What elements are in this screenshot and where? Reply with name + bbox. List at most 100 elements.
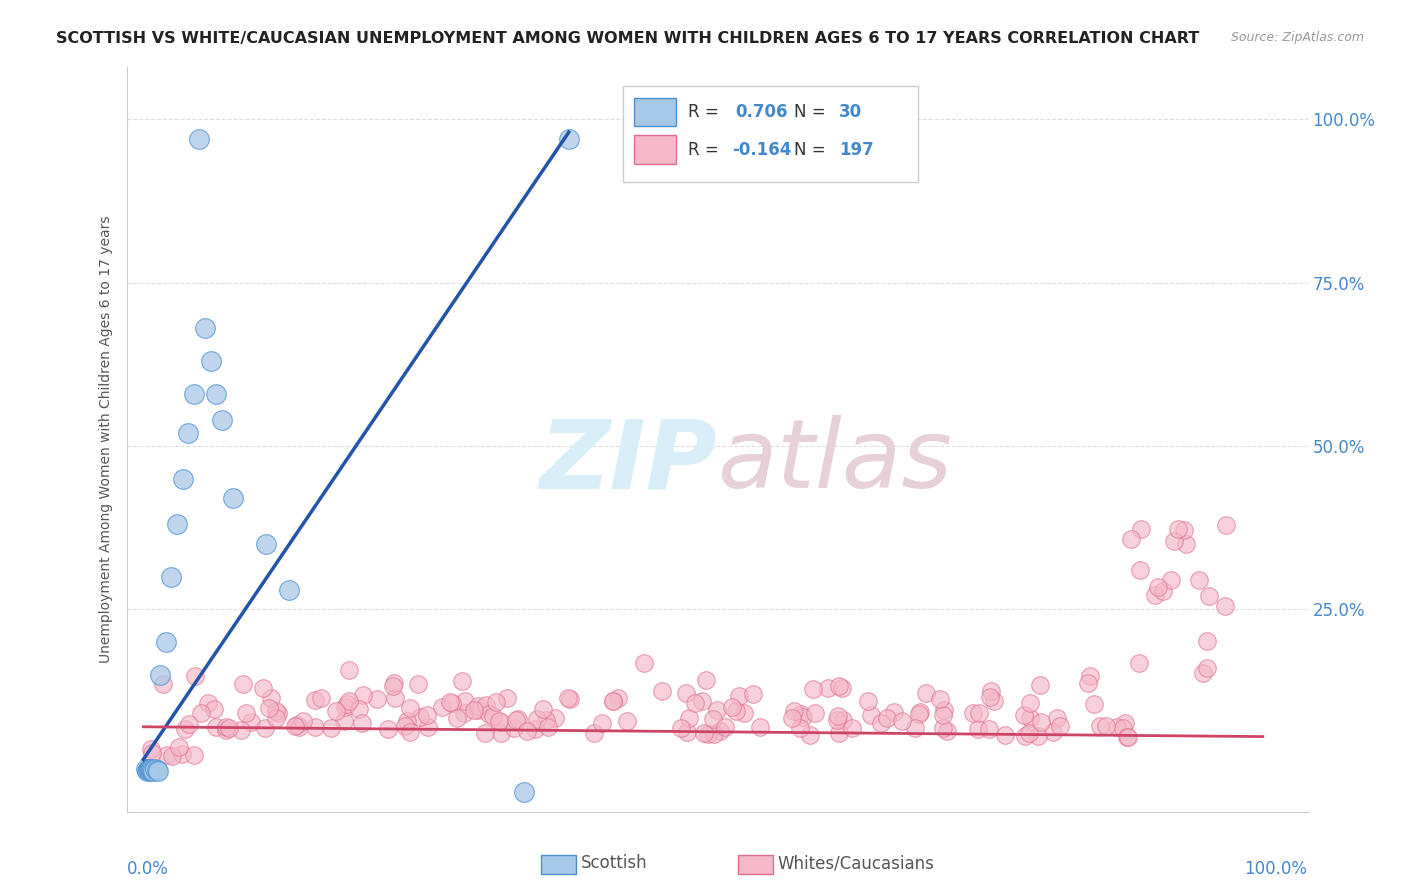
Point bbox=[264, 704, 287, 718]
Point bbox=[606, 691, 628, 706]
Point bbox=[1198, 589, 1220, 603]
Point bbox=[560, 692, 582, 706]
Point bbox=[141, 762, 163, 776]
Point bbox=[1175, 537, 1198, 551]
Point bbox=[633, 656, 655, 670]
Point bbox=[231, 723, 253, 738]
Point bbox=[451, 673, 474, 688]
Point bbox=[430, 699, 453, 714]
Point bbox=[489, 726, 512, 740]
Text: 100.0%: 100.0% bbox=[1244, 860, 1308, 878]
Point bbox=[693, 726, 716, 740]
Point bbox=[789, 706, 811, 721]
Point bbox=[827, 713, 849, 727]
Point bbox=[204, 721, 226, 735]
Point bbox=[602, 694, 624, 708]
Point bbox=[1049, 719, 1071, 733]
Point bbox=[474, 725, 496, 739]
Point bbox=[827, 726, 849, 740]
Point bbox=[932, 703, 955, 717]
Point bbox=[827, 709, 849, 723]
Point bbox=[702, 712, 724, 726]
Point bbox=[780, 711, 803, 725]
Point bbox=[332, 714, 354, 728]
Point bbox=[188, 132, 211, 146]
Point bbox=[508, 712, 530, 726]
Point bbox=[211, 413, 233, 427]
Point bbox=[690, 694, 713, 708]
Point bbox=[714, 720, 737, 734]
Point bbox=[1018, 725, 1040, 739]
Point bbox=[467, 703, 489, 717]
Text: 0.706: 0.706 bbox=[735, 103, 787, 121]
Point bbox=[377, 723, 399, 737]
Point bbox=[748, 720, 770, 734]
Point bbox=[155, 635, 177, 649]
Point bbox=[395, 714, 418, 728]
Point bbox=[1014, 729, 1036, 743]
Point bbox=[799, 728, 821, 742]
Point bbox=[257, 701, 280, 715]
Point bbox=[733, 706, 755, 720]
Point bbox=[870, 715, 893, 730]
Point bbox=[1152, 584, 1174, 599]
Point bbox=[173, 723, 195, 737]
Point bbox=[352, 715, 374, 730]
Point bbox=[789, 721, 811, 735]
Point bbox=[1077, 676, 1099, 690]
Text: ZIP: ZIP bbox=[538, 415, 717, 508]
Point bbox=[222, 491, 245, 505]
Point bbox=[558, 132, 581, 146]
Point bbox=[1080, 669, 1102, 683]
Point bbox=[382, 675, 405, 690]
Point bbox=[489, 714, 512, 729]
Text: R =: R = bbox=[688, 103, 724, 121]
Point bbox=[876, 711, 898, 725]
Point bbox=[557, 691, 579, 706]
Point bbox=[1215, 518, 1237, 533]
Point bbox=[792, 709, 814, 723]
Point bbox=[1160, 573, 1182, 587]
Point bbox=[135, 762, 157, 776]
Point bbox=[695, 673, 717, 688]
Point bbox=[1046, 711, 1069, 725]
Point bbox=[143, 762, 166, 776]
Point bbox=[1147, 580, 1170, 594]
Point bbox=[531, 701, 554, 715]
Point bbox=[141, 746, 163, 760]
Point bbox=[135, 764, 157, 778]
Point bbox=[264, 711, 287, 725]
Point bbox=[194, 321, 217, 335]
Point bbox=[709, 724, 731, 739]
Point bbox=[904, 721, 927, 735]
Point bbox=[602, 694, 624, 708]
Point bbox=[1197, 661, 1219, 675]
Point bbox=[366, 692, 388, 706]
Point bbox=[485, 695, 508, 709]
Point bbox=[841, 721, 863, 735]
Point bbox=[915, 686, 938, 700]
Point bbox=[1114, 715, 1136, 730]
Point bbox=[139, 742, 162, 756]
Point bbox=[651, 684, 673, 698]
Point bbox=[932, 721, 955, 735]
Point bbox=[706, 703, 728, 717]
Point bbox=[1173, 523, 1195, 537]
Point bbox=[467, 698, 489, 713]
Point bbox=[505, 714, 527, 728]
FancyBboxPatch shape bbox=[634, 98, 676, 127]
Text: 30: 30 bbox=[839, 103, 862, 121]
Point bbox=[304, 692, 326, 706]
Point bbox=[453, 694, 475, 708]
Point bbox=[277, 582, 299, 597]
Point bbox=[384, 691, 406, 706]
Point bbox=[503, 721, 526, 735]
Point bbox=[202, 702, 225, 716]
Point bbox=[141, 764, 163, 778]
Point bbox=[1019, 710, 1042, 724]
Point bbox=[859, 708, 882, 723]
Point bbox=[967, 722, 990, 736]
Point bbox=[478, 706, 501, 721]
Point bbox=[352, 688, 374, 702]
Point bbox=[235, 706, 257, 720]
